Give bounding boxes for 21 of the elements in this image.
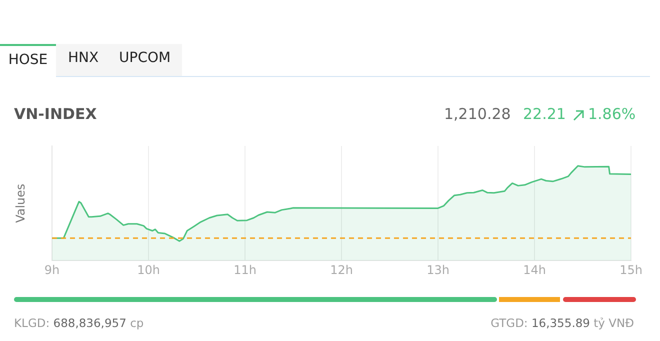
text: 1,210.28 — [444, 105, 511, 123]
x-tick-label: 15h — [620, 262, 642, 277]
text: HOSE — [0, 44, 56, 74]
y-axis-title: Values — [13, 184, 28, 223]
x-tick-label: 12h — [330, 262, 353, 277]
x-tick-label: 14h — [523, 262, 546, 277]
text: cp — [130, 316, 144, 330]
x-tick-label: 10h — [137, 262, 160, 277]
text: 16,355.89 — [531, 316, 590, 330]
text: 22.21 — [523, 105, 566, 123]
text: 1.86% — [588, 105, 636, 123]
text: KLGD: — [14, 316, 50, 330]
text: UPCOM — [119, 50, 171, 66]
x-tick-label: 9h — [44, 262, 60, 277]
text: GTGD: — [490, 316, 528, 330]
chart-title: VN-INDEX — [14, 105, 97, 123]
text: 688,836,957 — [53, 316, 126, 330]
text: HNX — [68, 50, 99, 66]
x-tick-label: 13h — [426, 262, 450, 277]
x-tick-label: 11h — [234, 262, 256, 277]
text: tỷ VNĐ — [594, 316, 634, 330]
